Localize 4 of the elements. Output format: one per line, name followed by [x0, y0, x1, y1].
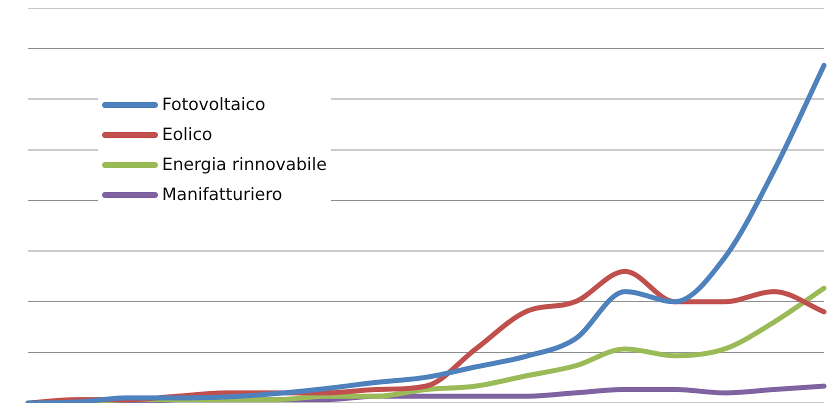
legend-label: Energia rinnovabile [162, 155, 327, 175]
legend-label: Eolico [162, 125, 212, 145]
legend-label: Fotovoltaico [162, 95, 266, 115]
legend-label: Manifatturiero [162, 185, 282, 205]
